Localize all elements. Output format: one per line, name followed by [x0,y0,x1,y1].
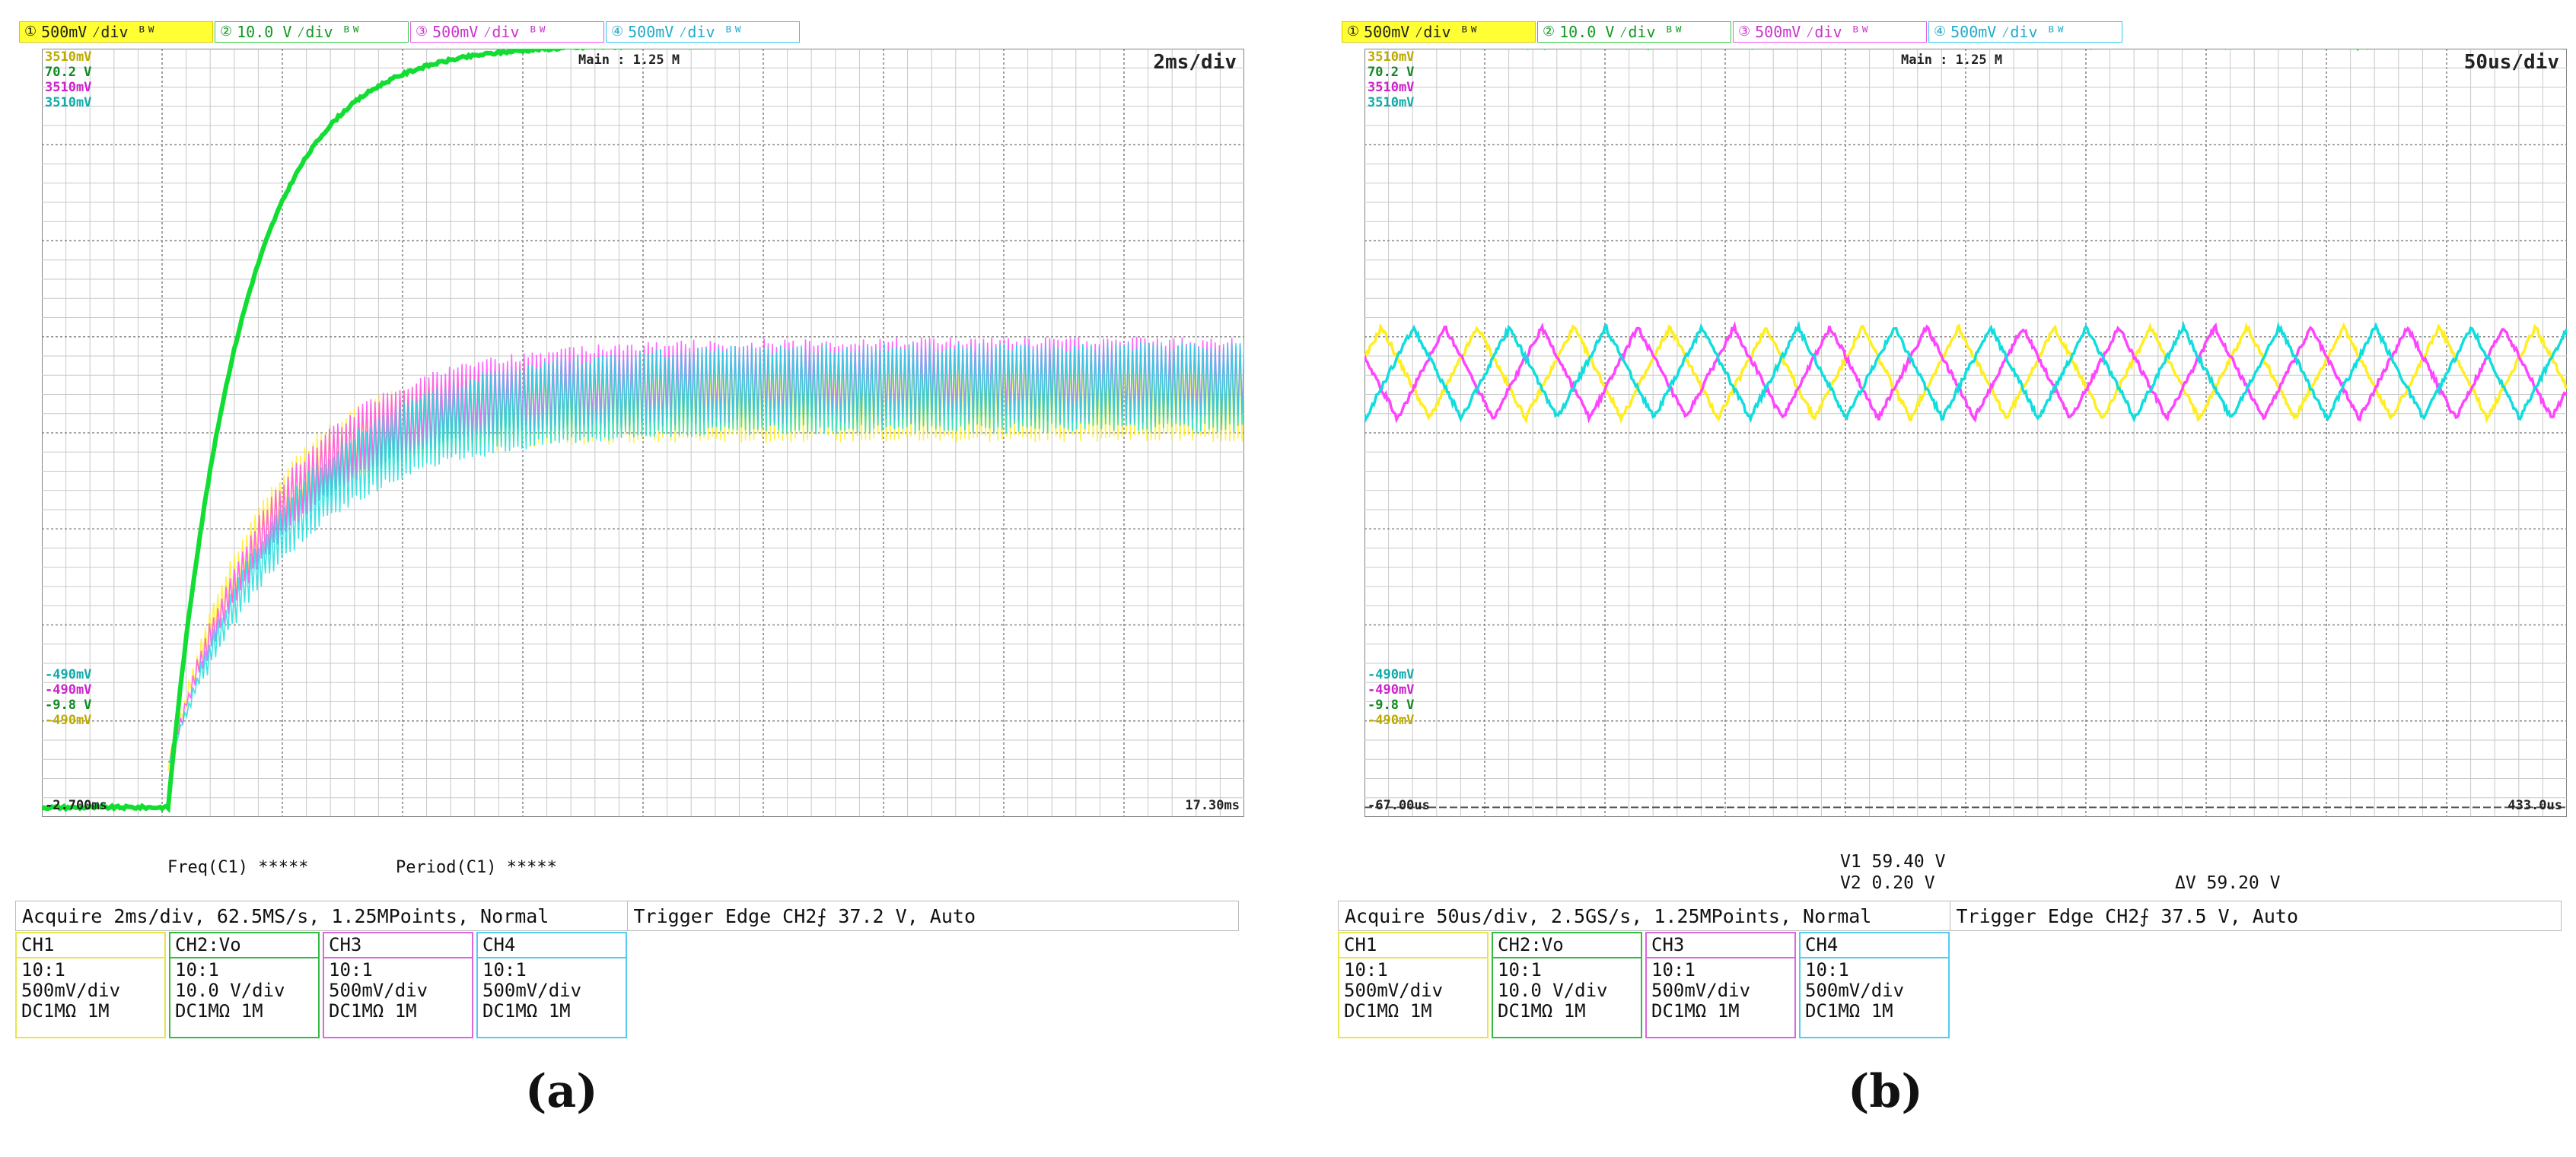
main-label: Main : 1.25 M [578,52,680,68]
caption-a: (a) [525,1065,598,1118]
ch3-icon: ③ [1738,24,1751,40]
ch4-icon: ④ [611,24,624,40]
acquire-bar: Acquire 2ms/div, 62.5MS/s, 1.25MPoints, … [15,901,1239,931]
ch1-settings[interactable]: CH1 10:1 500mV/div DC1MΩ 1M [1338,932,1489,1038]
freq-readout: Freq(C1) ***** [167,858,309,877]
acquire-info: Acquire 50us/div, 2.5GS/s, 1.25MPoints, … [1339,901,1950,930]
scope-panel-b: ① 500mV ⁄div ᴮᵂ ② 10.0 V ⁄div ᴮᵂ ③ 500mV ⁄div … [1323,0,2576,1157]
t-end-label: 17.30ms [1185,798,1240,813]
ch1-scale-tab[interactable]: ① 500mV ⁄div ᴮᵂ [1342,21,1536,43]
top-scale-label: 3510mV [1368,49,1414,65]
ch2-header: CH2:Vo [170,933,318,958]
waveform-display[interactable]: 3510mV 70.2 V 3510mV 3510mV -490mV -490mV -9.8… [42,49,1244,817]
ch2-icon: ② [220,24,233,40]
timebase-label: 50us/div [2464,51,2559,74]
ch3-scale-tab[interactable]: ③ 500mV ⁄div ᴮᵂ [410,21,604,43]
ch4-scale-tab[interactable]: ④ 500mV ⁄div ᴮᵂ [1928,21,2122,43]
grid [42,49,1244,817]
ch1-header: CH1 [17,933,164,958]
scope-panel-a: ① 500mV ⁄div ᴮᵂ ② 10.0 V ⁄div ᴮᵂ ③ 500mV ⁄div … [0,0,1278,1157]
ch3-header: CH3 [324,933,472,958]
caption-b: (b) [1848,1065,1923,1118]
trace-ch4 [1364,320,2567,424]
ch3-body: 10:1 500mV/div DC1MΩ 1M [329,959,428,1022]
series-ch4 [167,342,1244,764]
bottom-scale-label: -9.8 V [1368,698,1414,713]
ch2-scale-tab[interactable]: ② 10.0 V ⁄div ᴮᵂ [1537,21,1731,43]
trace-ch3 [1364,321,2567,424]
ch3-header: CH3 [1647,933,1794,958]
trace-ch2-vo [42,49,1229,813]
bottom-scale-label: -490mV [45,713,91,728]
ch2-body: 10:1 10.0 V/div DC1MΩ 1M [175,959,285,1022]
ch2-scale-tab[interactable]: ② 10.0 V ⁄div ᴮᵂ [215,21,409,43]
top-scale-label: 3510mV [1368,95,1414,110]
top-scale-label: 3510mV [1368,80,1414,95]
cursor-delta: ΔV 59.20 V [2175,873,2281,893]
period-readout: Period(C1) ***** [396,858,557,877]
ch3-scale-tab[interactable]: ③ 500mV ⁄div ᴮᵂ [1733,21,1927,43]
ch1-icon: ① [1347,24,1360,40]
acquire-bar: Acquire 50us/div, 2.5GS/s, 1.25MPoints, … [1338,901,2562,931]
channel-settings: CH1 10:1 500mV/div DC1MΩ 1M CH2:Vo 10:1 10… [1338,932,1953,1038]
ch4-icon: ④ [1934,24,1947,40]
bottom-scale-label: -490mV [1368,713,1414,728]
trigger-info: Trigger Edge CH2⨍ 37.2 V, Auto [633,905,976,927]
ch1-header: CH1 [1339,933,1487,958]
channel-settings: CH1 10:1 500mV/div DC1MΩ 1M CH2:Vo 10:1 10… [15,932,630,1038]
t-start-label: -2.700ms [45,798,107,813]
waveform-display[interactable]: 3510mV 70.2 V 3510mV 3510mV -490mV -490mV -9.8… [1364,49,2567,817]
cursor-v2: V2 0.20 V [1840,873,1935,893]
ch1-body: 10:1 500mV/div DC1MΩ 1M [21,959,121,1022]
cursor-v1: V1 59.40 V [1840,852,1946,872]
bottom-scale-label: -490mV [1368,667,1414,682]
bottom-scale-label: -490mV [1368,682,1414,698]
ch4-settings[interactable]: CH4 10:1 500mV/div DC1MΩ 1M [476,932,627,1038]
ch1-scale-tab[interactable]: ① 500mV ⁄div ᴮᵂ [19,21,213,43]
ch4-body: 10:1 500mV/div DC1MΩ 1M [482,959,582,1022]
channel-tabs: ① 500mV ⁄div ᴮᵂ ② 10.0 V ⁄div ᴮᵂ ③ 500mV ⁄div … [1342,21,2124,44]
t-end-label: 433.0us [2508,798,2562,813]
ch4-scale-tab[interactable]: ④ 500mV ⁄div ᴮᵂ [606,21,800,43]
top-scale-label: 70.2 V [45,65,91,80]
trace-ch1 [1364,322,2567,424]
ch2-settings[interactable]: CH2:Vo 10:1 10.0 V/div DC1MΩ 1M [169,932,320,1038]
ch2-header: CH2:Vo [1493,933,1641,958]
trace-ch4 [167,342,1244,764]
ch3-icon: ③ [416,24,428,40]
acquire-info: Acquire 2ms/div, 62.5MS/s, 1.25MPoints, … [16,901,628,930]
top-scale-label: 70.2 V [1368,65,1414,80]
bottom-scale-label: -490mV [45,682,91,698]
ch4-header: CH4 [478,933,626,958]
timebase-label: 2ms/div [1153,51,1237,74]
top-scale-label: 3510mV [45,80,91,95]
ch4-header: CH4 [1801,933,1948,958]
t-start-label: -67.00us [1368,798,1430,813]
ch2-body: 10:1 10.0 V/div DC1MΩ 1M [1498,959,1608,1022]
ch4-body: 10:1 500mV/div DC1MΩ 1M [1805,959,1905,1022]
ch3-settings[interactable]: CH3 10:1 500mV/div DC1MΩ 1M [1645,932,1796,1038]
channel-tabs: ① 500mV ⁄div ᴮᵂ ② 10.0 V ⁄div ᴮᵂ ③ 500mV ⁄div … [19,21,801,44]
ch1-body: 10:1 500mV/div DC1MΩ 1M [1344,959,1444,1022]
ch2-settings[interactable]: CH2:Vo 10:1 10.0 V/div DC1MΩ 1M [1492,932,1642,1038]
top-scale-label: 3510mV [45,49,91,65]
bottom-scale-label: -9.8 V [45,698,91,713]
main-label: Main : 1.25 M [1901,52,2002,68]
trigger-info: Trigger Edge CH2⨍ 37.5 V, Auto [1956,905,2299,927]
ch4-settings[interactable]: CH4 10:1 500mV/div DC1MΩ 1M [1799,932,1950,1038]
top-scale-label: 3510mV [45,95,91,110]
ch3-settings[interactable]: CH3 10:1 500mV/div DC1MΩ 1M [323,932,473,1038]
grid [1364,49,2567,817]
ch2-icon: ② [1543,24,1555,40]
ch1-settings[interactable]: CH1 10:1 500mV/div DC1MΩ 1M [15,932,166,1038]
ch3-body: 10:1 500mV/div DC1MΩ 1M [1651,959,1751,1022]
bottom-scale-label: -490mV [45,667,91,682]
ch1-icon: ① [24,24,37,40]
